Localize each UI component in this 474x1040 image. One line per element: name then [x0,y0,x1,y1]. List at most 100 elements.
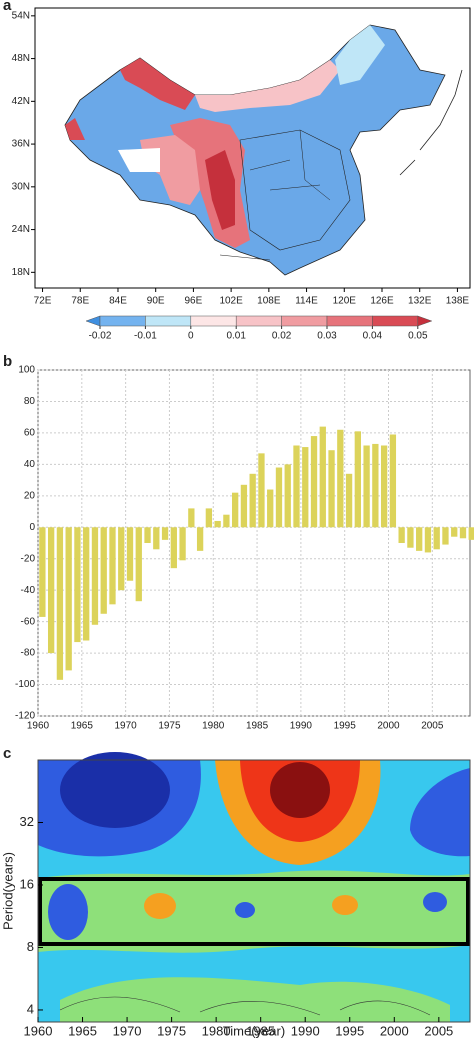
bar [380,445,388,528]
panel-label: c [3,745,11,762]
positive-area [205,150,235,230]
x-tick-label: 108E [257,296,281,307]
contour-line [59,996,431,1016]
y-tick-label: 4 [27,1001,34,1016]
bar [302,447,309,528]
x-tick-label: 1960 [27,721,50,732]
x-tick-label: 1990 [290,721,313,732]
y-tick-label: 48N [12,53,30,64]
y-tick-label: 32 [20,814,34,829]
bar [345,473,353,528]
wavelet-field [37,752,471,1023]
x-tick-label: 138E [446,296,470,307]
contour-region [332,895,358,915]
colorbar-tick-label: 0.04 [363,331,383,342]
y-tick-label: 20 [24,490,36,501]
x-tick-label: 90E [147,296,165,307]
bar [468,527,474,540]
y-tick-label: 54N [12,10,30,21]
x-tick-label: 2000 [380,1023,409,1038]
highlight-box [38,877,470,946]
x-tick-label: 96E [185,296,203,307]
bar [74,527,81,643]
bar [249,473,256,528]
x-tick-label: 2005 [424,1023,453,1038]
bar [451,527,458,537]
panel-label: a [3,0,12,14]
bar [416,527,423,551]
bar [91,527,99,625]
bar [223,514,230,528]
x-tick-label: 1980 [202,1023,231,1038]
bar [337,429,344,528]
x-tick-label: 114E [295,296,318,307]
y-tick-label: 42N [12,96,30,107]
x-axis-title: Time(year) [223,1023,285,1038]
y-tick-label: 100 [18,365,35,376]
bar [442,527,449,545]
contour-region [423,892,447,912]
bar [275,467,283,528]
colorbar-segment [372,315,419,327]
border [249,129,331,201]
x-tick-label: 1980 [202,721,225,732]
bar [144,527,151,543]
bar [196,527,204,551]
colorbar-tick-label: 0.01 [226,331,246,342]
contour-region [144,893,176,919]
x-tick-label: 72E [34,296,52,307]
missing-area [118,148,160,172]
x-tick-label: 1995 [335,1023,364,1038]
bar [319,426,326,528]
bar [424,527,432,553]
colorbar-tick-label: -0.02 [89,331,112,342]
bar [258,453,265,528]
bar [83,527,90,641]
bar [433,527,440,550]
positive-area [65,118,85,140]
y-tick-label: 8 [27,939,34,954]
bar [284,464,291,528]
bar [328,450,335,528]
bar [240,484,248,528]
y-tick-label: -40 [21,585,36,596]
colorbar-end [85,315,101,327]
contour-region [60,977,450,1022]
x-tick-label: 132E [408,296,432,307]
bar [407,527,414,548]
bar [363,445,370,528]
bar [100,527,107,614]
y-tick-label: 24N [12,224,30,235]
bar [56,527,64,680]
bar [161,527,169,540]
x-tick-label: 1985 [246,721,269,732]
negative-area [335,25,385,85]
bar [354,431,361,528]
colorbar-segment [235,315,282,327]
bar [398,527,405,543]
bar [372,443,379,528]
bar [65,527,72,671]
coastline [399,69,463,176]
contour-region [48,884,88,940]
x-tick-label: 78E [71,296,89,307]
bar [214,520,221,528]
bar [293,445,300,528]
plot-frame [37,759,471,1023]
colorbar-tick-label: 0.05 [408,331,428,342]
y-tick-label: -60 [21,616,36,627]
y-axis-title: Period(years) [0,852,15,930]
y-tick-label: 36N [12,139,30,150]
bar [179,527,186,561]
y-tick-label: 40 [24,459,36,470]
bar [170,527,177,569]
x-tick-label: 102E [219,296,243,307]
panel-label: b [3,353,12,370]
bar [153,527,160,550]
y-tick-label: 80 [24,396,36,407]
x-tick-label: 2005 [421,721,444,732]
x-tick-label: 1990 [291,1023,320,1038]
contour-region [410,768,470,857]
x-tick-label: 1970 [113,1023,142,1038]
